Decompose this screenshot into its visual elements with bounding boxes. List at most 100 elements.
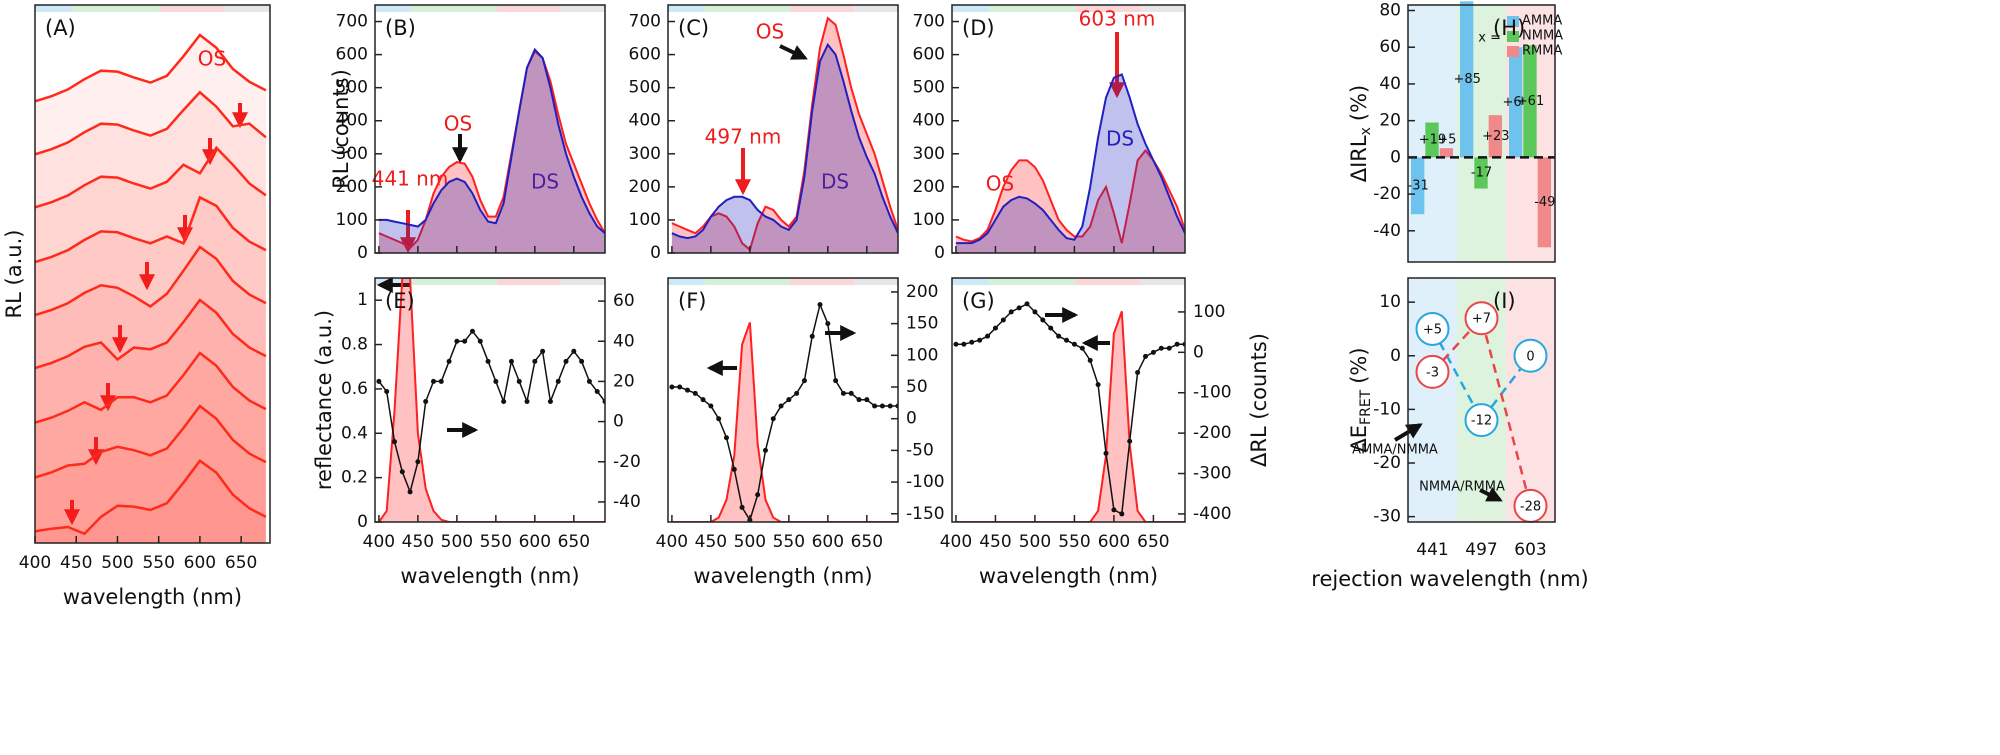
point bbox=[477, 338, 483, 344]
x-axis-label: wavelength (nm) bbox=[400, 564, 579, 588]
curve-fill bbox=[35, 247, 266, 543]
point bbox=[586, 378, 592, 384]
point bbox=[669, 384, 675, 390]
point bbox=[454, 338, 460, 344]
spectral-band bbox=[561, 278, 605, 285]
point bbox=[384, 388, 390, 394]
point bbox=[516, 378, 522, 384]
y-tick-label: 0 bbox=[650, 243, 661, 263]
y2-tick-label: 50 bbox=[906, 377, 928, 397]
y-tick-label: 100 bbox=[629, 210, 661, 230]
point bbox=[1008, 309, 1014, 315]
area bbox=[378, 51, 605, 253]
point bbox=[825, 321, 831, 327]
point bbox=[1024, 301, 1030, 307]
bar bbox=[1460, 1, 1474, 158]
y2-tick-label: -40 bbox=[613, 492, 641, 512]
annotation-arrows bbox=[64, 32, 1503, 526]
y2-tick-label: 60 bbox=[613, 291, 635, 311]
point bbox=[376, 378, 382, 384]
annotation: 441 nm bbox=[372, 167, 449, 191]
y-tick-label: 0 bbox=[357, 512, 368, 532]
point bbox=[1079, 345, 1085, 351]
area bbox=[671, 322, 898, 522]
spectrum-curve bbox=[35, 90, 267, 156]
series-label: DS bbox=[531, 170, 559, 194]
spectral-band bbox=[668, 5, 705, 12]
spectral-band bbox=[952, 5, 990, 12]
x-tick-label: 400 bbox=[363, 532, 395, 552]
x-tick-label: 550 bbox=[480, 532, 512, 552]
y2-tick-label: 20 bbox=[613, 371, 635, 391]
spectral-band bbox=[704, 5, 790, 12]
x-tick-label: 650 bbox=[558, 532, 590, 552]
point bbox=[809, 333, 815, 339]
y-tick-label: 20 bbox=[1379, 111, 1401, 131]
point bbox=[684, 387, 690, 393]
bar bbox=[1411, 157, 1425, 215]
x-tick-label: 450 bbox=[695, 532, 727, 552]
y-tick-label: 500 bbox=[913, 78, 945, 98]
y2-tick-label: -50 bbox=[906, 440, 934, 460]
point bbox=[469, 328, 475, 334]
y-tick-label: -20 bbox=[1373, 453, 1401, 473]
panel-label: (C) bbox=[678, 16, 709, 40]
x-tick-label: 450 bbox=[60, 553, 92, 573]
value-label: -31 bbox=[1408, 178, 1429, 193]
value-label: +60 bbox=[1502, 95, 1529, 110]
point bbox=[571, 348, 577, 354]
spectral-band bbox=[411, 5, 497, 12]
arrow bbox=[779, 44, 808, 60]
y-tick-label: 400 bbox=[336, 111, 368, 131]
area bbox=[378, 49, 605, 253]
point bbox=[801, 378, 807, 384]
y2-tick-label: 0 bbox=[906, 409, 917, 429]
point bbox=[872, 403, 878, 409]
point bbox=[856, 397, 862, 403]
panel-label: (E) bbox=[385, 289, 415, 313]
x-tick-label: 650 bbox=[851, 532, 883, 552]
y-tick-label: 0.6 bbox=[341, 379, 368, 399]
point bbox=[446, 358, 452, 364]
y-tick-label: 0.2 bbox=[341, 468, 368, 488]
point bbox=[1415, 354, 1450, 389]
annotation: OS bbox=[198, 47, 226, 71]
point bbox=[1513, 338, 1548, 373]
spectrum-curve bbox=[35, 245, 267, 317]
series-label: AMMA/NMMA bbox=[1352, 443, 1438, 458]
point bbox=[1135, 370, 1141, 376]
y-tick-label: 200 bbox=[336, 177, 368, 197]
spectral-band bbox=[561, 5, 605, 12]
y-axis-label: ΔEFRET (%) bbox=[1347, 347, 1374, 452]
y-axis-label-part: x bbox=[1358, 127, 1374, 135]
panel-label: (I) bbox=[1493, 289, 1516, 313]
x-tick-label: 600 bbox=[519, 532, 551, 552]
spectrum-curve bbox=[35, 351, 267, 424]
y-tick-label: 200 bbox=[629, 177, 661, 197]
point bbox=[708, 403, 714, 409]
y2-tick-label: 100 bbox=[1193, 302, 1225, 322]
spectral-band bbox=[496, 5, 562, 12]
point bbox=[485, 358, 491, 364]
y-tick-label: 0.8 bbox=[341, 335, 368, 355]
value-label: +61 bbox=[1517, 94, 1544, 109]
legend-title: x = bbox=[1478, 31, 1501, 46]
y-axis-label: ΔIRLx (%) bbox=[1347, 85, 1374, 183]
spectral-band bbox=[35, 5, 73, 12]
y-tick-label: -40 bbox=[1373, 221, 1401, 241]
point bbox=[1127, 438, 1133, 444]
spectral-band bbox=[225, 5, 270, 12]
legend-swatch bbox=[1507, 46, 1519, 57]
y-tick-label: 400 bbox=[913, 111, 945, 131]
point bbox=[594, 388, 600, 394]
y2-tick-label: 150 bbox=[906, 314, 938, 334]
y-tick-label: 0 bbox=[1390, 147, 1401, 167]
legend-label: RMMA bbox=[1522, 44, 1562, 59]
y-tick-label: 600 bbox=[629, 45, 661, 65]
point bbox=[1095, 382, 1101, 388]
y-tick-label: 300 bbox=[336, 144, 368, 164]
series-label: DS bbox=[1106, 127, 1134, 151]
y-tick-label: 60 bbox=[1379, 37, 1401, 57]
x-tick-label: 500 bbox=[101, 553, 133, 573]
x-tick-label: 600 bbox=[184, 553, 216, 573]
